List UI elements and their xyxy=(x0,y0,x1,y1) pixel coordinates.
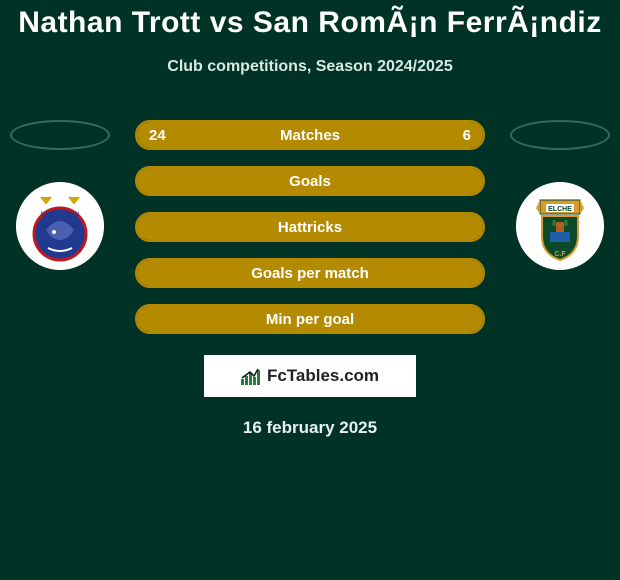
svg-text:ELCHE: ELCHE xyxy=(548,206,572,213)
footer-column: FcTables.com 16 february 2025 xyxy=(0,350,620,438)
elche-crest: ELCHE C.F xyxy=(516,182,604,270)
elche-crest-icon: ELCHE C.F xyxy=(516,182,604,270)
left-player-column: KØBENHAVN xyxy=(10,120,110,270)
chart-icon xyxy=(241,367,263,385)
stat-bars: 24 Matches 6 Goals Hattricks Goals per m… xyxy=(135,120,485,350)
date-label: 16 february 2025 xyxy=(0,418,620,438)
comparison-card: Nathan Trott vs San RomÃ¡n FerrÃ¡ndiz Cl… xyxy=(0,0,620,580)
brand-label: FcTables.com xyxy=(267,366,379,386)
stat-hattricks-label: Hattricks xyxy=(137,214,483,240)
stat-bar-hattricks: Hattricks xyxy=(135,212,485,242)
stat-bar-mpg: Min per goal xyxy=(135,304,485,334)
stat-bar-goals: Goals xyxy=(135,166,485,196)
stat-matches-right-value: 6 xyxy=(463,122,471,148)
subtitle: Club competitions, Season 2024/2025 xyxy=(0,58,620,76)
stat-bar-matches: 24 Matches 6 xyxy=(135,120,485,150)
left-player-marker xyxy=(10,120,110,150)
stat-matches-label: Matches xyxy=(137,122,483,148)
kobenhavn-crest-icon: KØBENHAVN xyxy=(16,182,104,270)
brand-box[interactable]: FcTables.com xyxy=(203,354,417,398)
page-title: Nathan Trott vs San RomÃ¡n FerrÃ¡ndiz xyxy=(0,0,620,40)
stat-bar-gpm: Goals per match xyxy=(135,258,485,288)
svg-text:C.F: C.F xyxy=(554,251,566,258)
svg-text:KØBENHAVN: KØBENHAVN xyxy=(41,212,79,218)
right-player-marker xyxy=(510,120,610,150)
kobenhavn-crest: KØBENHAVN xyxy=(16,182,104,270)
stat-goals-label: Goals xyxy=(137,168,483,194)
right-player-column: ELCHE C.F xyxy=(510,120,610,270)
stat-mpg-label: Min per goal xyxy=(137,306,483,332)
stat-gpm-label: Goals per match xyxy=(137,260,483,286)
